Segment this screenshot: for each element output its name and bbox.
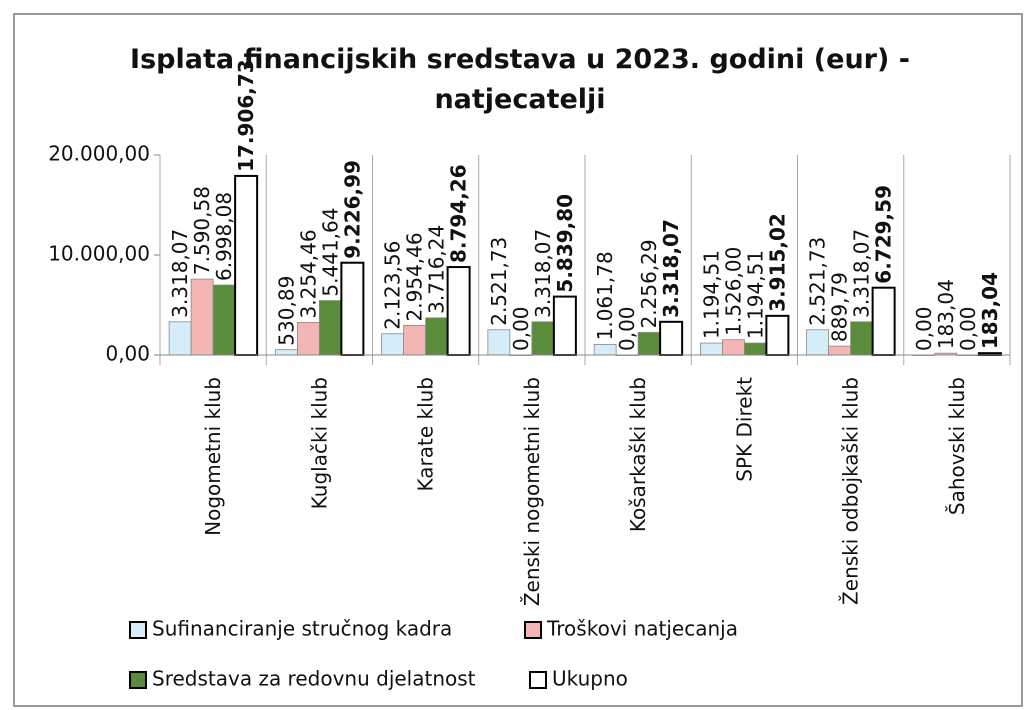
- value-label: 5.441,64: [318, 208, 342, 297]
- chart-frame: [13, 13, 1023, 707]
- value-label: 6.998,08: [212, 192, 236, 281]
- value-label: 17.906,73: [234, 59, 258, 172]
- legend-label: Ukupno: [552, 667, 628, 691]
- bar: [721, 339, 745, 356]
- x-tick-label: Karate klub: [414, 377, 438, 492]
- value-label: 8.794,26: [447, 164, 471, 263]
- bar: [212, 284, 236, 356]
- value-label: 0,00: [956, 306, 980, 351]
- value-label: 2.256,29: [637, 239, 661, 328]
- bar: [828, 345, 852, 356]
- legend-swatch: [129, 671, 147, 689]
- value-label: 2.954,46: [403, 232, 427, 321]
- value-label: 6.729,59: [872, 185, 896, 284]
- bar: [765, 314, 790, 356]
- bar: [871, 286, 896, 356]
- x-tick-label: Ženski nogometni klub: [520, 377, 544, 606]
- bar: [806, 329, 830, 356]
- bar: [318, 300, 342, 356]
- legend-swatch: [129, 621, 147, 639]
- value-label: 889,79: [828, 272, 852, 342]
- value-label: 1.194,51: [743, 250, 767, 339]
- bar: [190, 278, 214, 356]
- bar: [637, 332, 661, 356]
- value-label: 3.318,07: [659, 219, 683, 318]
- bar: [552, 295, 577, 356]
- value-label: 5.839,80: [553, 194, 577, 293]
- bar: [593, 343, 617, 356]
- bar: [425, 317, 449, 356]
- legend-swatch: [524, 621, 542, 639]
- value-label: 2.521,73: [487, 237, 511, 326]
- value-label: 2.123,56: [381, 241, 405, 330]
- x-tick-label: Ženski odbojkaški klub: [839, 377, 863, 605]
- value-label: 0,00: [509, 306, 533, 351]
- bar: [234, 174, 259, 356]
- value-label: 0,00: [615, 306, 639, 351]
- value-label: 3.716,24: [425, 225, 449, 314]
- y-tick-label: 20.000,00: [48, 142, 150, 166]
- bar: [850, 321, 874, 356]
- chart-title: Isplata financijskih sredstava u 2023. g…: [130, 44, 910, 115]
- legend-label: Sredstava za redovnu djelatnost: [152, 667, 476, 691]
- x-tick-label: Kuglački klub: [307, 377, 331, 509]
- x-tick-label: SPK Direkt: [732, 377, 756, 482]
- bar: [699, 342, 723, 356]
- bar: [381, 333, 405, 356]
- value-label: 183,04: [934, 279, 958, 349]
- value-label: 0,00: [912, 306, 936, 351]
- value-label: 1.061,78: [593, 251, 617, 340]
- y-tick-label: 0,00: [105, 342, 150, 366]
- value-label: 9.226,99: [340, 160, 364, 259]
- legend-label: Sufinanciranje stručnog kadra: [152, 617, 452, 641]
- legend-swatch: [529, 671, 547, 689]
- bar: [296, 322, 320, 356]
- x-tick-label: Nogometni klub: [201, 377, 225, 536]
- bar: [168, 321, 192, 356]
- bar: [403, 325, 427, 356]
- value-label: 183,04: [978, 272, 1002, 349]
- value-label: 3.318,07: [850, 229, 874, 318]
- value-label: 1.194,51: [699, 250, 723, 339]
- legend-label: Troškovi natjecanja: [546, 617, 738, 641]
- bar: [487, 329, 511, 356]
- bar: [659, 320, 684, 357]
- bar: [446, 266, 471, 356]
- x-tick-label: Košarkaški klub: [626, 377, 650, 532]
- value-label: 3.318,07: [531, 229, 555, 318]
- value-label: 3.254,46: [296, 229, 320, 318]
- y-tick-label: 10.000,00: [48, 242, 150, 266]
- value-label: 3.915,02: [765, 213, 789, 312]
- bar: [340, 261, 365, 356]
- bar: [743, 342, 767, 356]
- value-label: 2.521,73: [806, 237, 830, 326]
- bar: [274, 349, 298, 356]
- value-label: 3.318,07: [168, 229, 192, 318]
- value-label: 7.590,58: [190, 186, 214, 275]
- bar: [531, 321, 555, 356]
- x-tick-label: Šahovski klub: [945, 377, 969, 515]
- value-label: 1.526,00: [721, 247, 745, 336]
- value-label: 530,89: [274, 276, 298, 346]
